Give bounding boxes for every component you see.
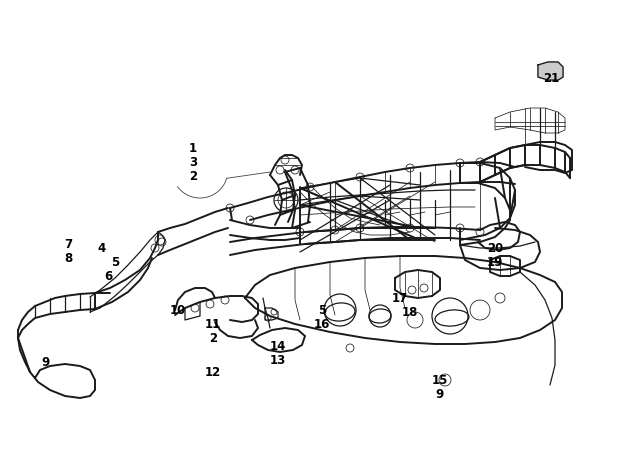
Text: 14: 14 [270, 340, 286, 352]
Text: 12: 12 [205, 365, 221, 379]
Text: 6: 6 [104, 269, 112, 283]
Text: 19: 19 [487, 256, 503, 269]
Text: 21: 21 [543, 72, 559, 85]
Polygon shape [538, 62, 563, 80]
Text: 9: 9 [436, 388, 444, 400]
Text: 2: 2 [189, 170, 197, 182]
Text: 8: 8 [64, 253, 72, 266]
Text: 3: 3 [189, 155, 197, 169]
Text: 16: 16 [314, 317, 330, 331]
Text: 1: 1 [189, 142, 197, 154]
Text: 9: 9 [42, 357, 50, 370]
Text: 18: 18 [402, 305, 418, 319]
Text: 20: 20 [487, 243, 503, 256]
Text: 5: 5 [318, 304, 326, 316]
Text: 10: 10 [170, 304, 186, 316]
Text: 7: 7 [64, 238, 72, 251]
Text: 2: 2 [209, 332, 217, 345]
Text: 4: 4 [98, 241, 106, 255]
Text: 13: 13 [270, 353, 286, 367]
Text: 5: 5 [111, 256, 119, 268]
Text: 11: 11 [205, 319, 221, 332]
Text: 17: 17 [392, 292, 408, 304]
Text: 15: 15 [432, 373, 448, 387]
